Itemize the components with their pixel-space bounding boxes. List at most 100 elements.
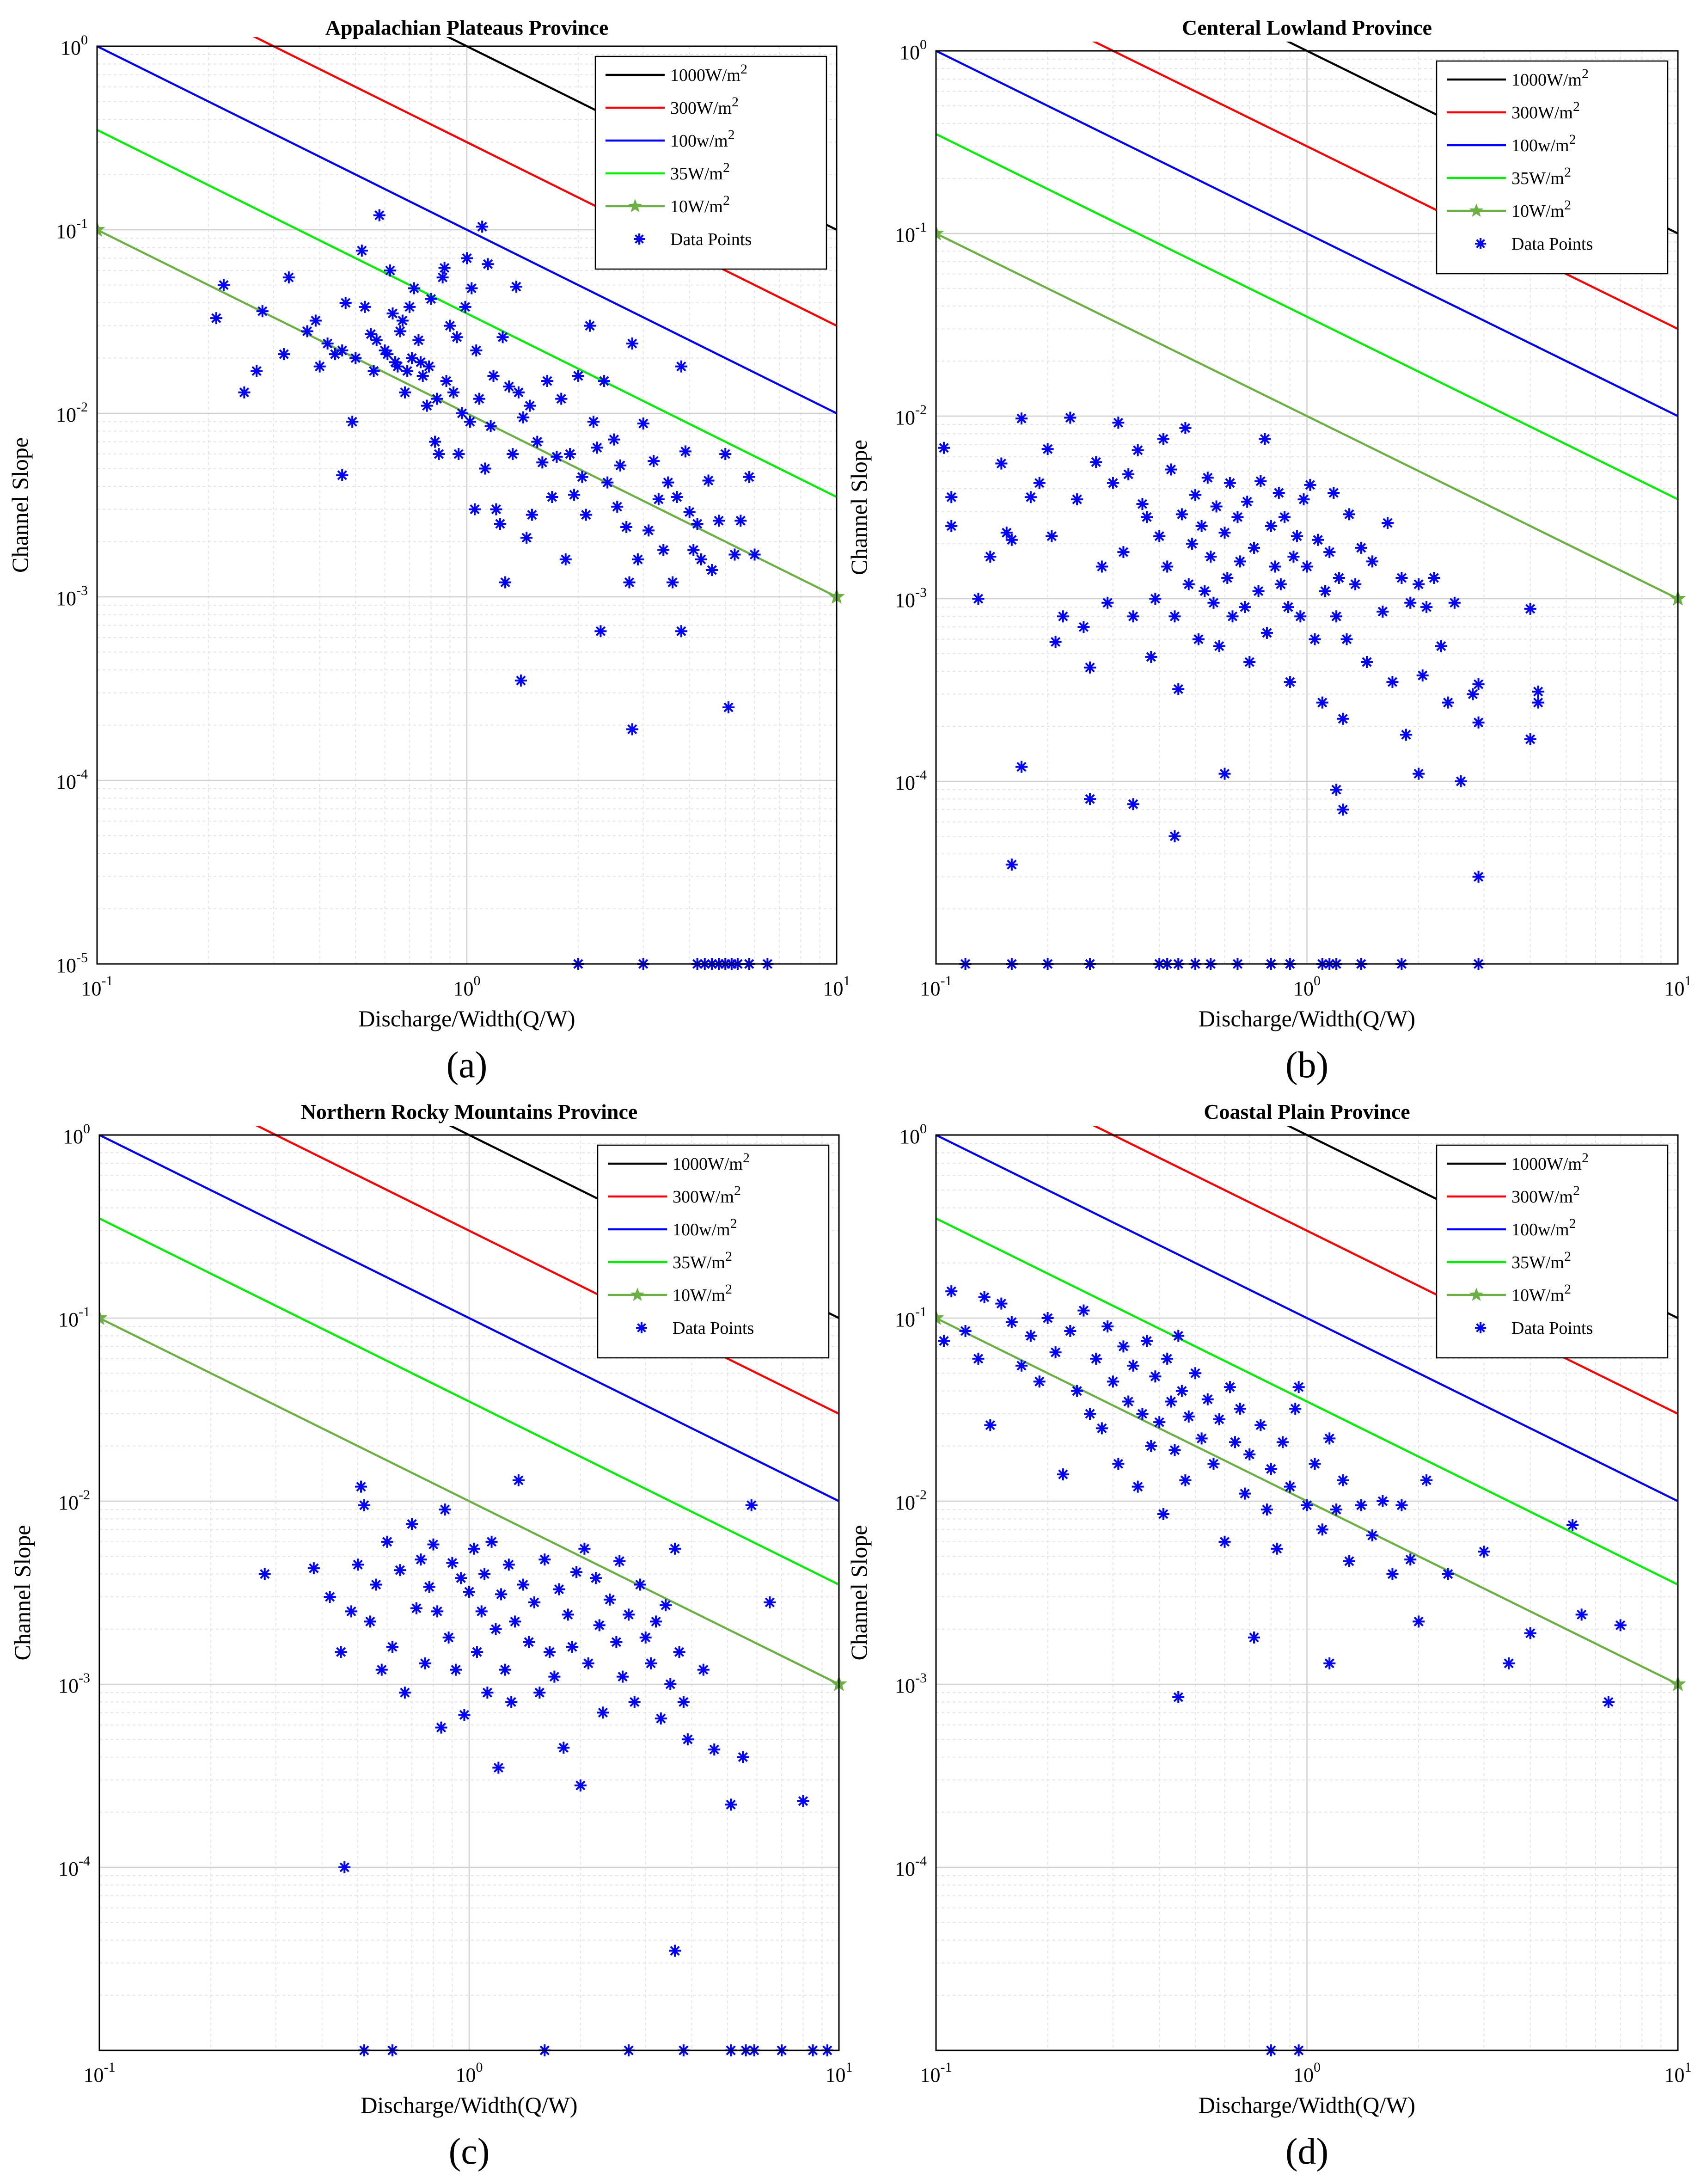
data-point bbox=[664, 1678, 677, 1690]
legend-item: 1000W/m2 bbox=[608, 1150, 750, 1174]
data-point bbox=[1213, 1413, 1225, 1425]
data-point bbox=[416, 369, 429, 382]
data-point bbox=[1287, 550, 1300, 563]
data-point bbox=[355, 1480, 367, 1493]
data-point bbox=[381, 1535, 393, 1548]
y-tick-label: 100 bbox=[899, 1121, 927, 1148]
axes-frame bbox=[935, 50, 1679, 965]
data-point bbox=[1566, 1519, 1579, 1531]
data-point bbox=[1041, 1312, 1054, 1324]
data-point bbox=[431, 1605, 444, 1618]
data-point bbox=[512, 1474, 525, 1486]
data-point bbox=[1046, 530, 1058, 542]
data-point bbox=[1005, 534, 1018, 546]
data-point bbox=[748, 548, 761, 561]
data-point bbox=[514, 675, 527, 687]
data-point bbox=[1330, 784, 1343, 796]
data-point bbox=[1355, 1499, 1367, 1511]
data-point bbox=[1386, 1568, 1399, 1580]
data-point bbox=[1259, 433, 1271, 445]
data-point bbox=[406, 1518, 418, 1530]
data-point bbox=[1291, 530, 1303, 542]
data-point bbox=[712, 515, 725, 527]
data-point bbox=[398, 1687, 411, 1699]
data-point bbox=[1254, 475, 1267, 487]
data-point bbox=[490, 503, 502, 515]
data-point bbox=[1472, 678, 1485, 691]
data-point bbox=[636, 1322, 647, 1333]
legend-item: 100w/m2 bbox=[608, 1216, 737, 1239]
legend-item: Data Points bbox=[634, 230, 752, 249]
data-point bbox=[345, 1605, 357, 1618]
data-point bbox=[1292, 1381, 1305, 1393]
data-point bbox=[499, 576, 512, 589]
data-point bbox=[1005, 859, 1018, 871]
data-point bbox=[373, 209, 385, 221]
legend-label: 10W/m2 bbox=[1511, 1282, 1571, 1305]
data-point bbox=[548, 1670, 561, 1683]
data-point bbox=[1343, 508, 1355, 521]
data-point bbox=[1122, 1395, 1135, 1408]
data-point bbox=[626, 337, 638, 350]
data-point bbox=[566, 1641, 579, 1653]
data-point bbox=[517, 1578, 529, 1591]
y-tick-label: 10-4 bbox=[58, 1853, 90, 1880]
data-point bbox=[482, 258, 494, 270]
data-point bbox=[564, 448, 576, 460]
data-point bbox=[1077, 621, 1090, 633]
data-point bbox=[1024, 491, 1037, 503]
data-point bbox=[1107, 477, 1119, 489]
legend-label: 35W/m2 bbox=[670, 160, 730, 184]
data-point bbox=[278, 348, 290, 361]
data-point bbox=[1169, 830, 1181, 842]
data-point bbox=[1340, 633, 1353, 645]
data-point bbox=[1095, 560, 1108, 573]
data-point bbox=[210, 312, 222, 325]
data-point bbox=[553, 1583, 565, 1595]
data-point bbox=[655, 1712, 667, 1725]
data-point bbox=[1172, 683, 1185, 695]
data-point bbox=[593, 1619, 606, 1632]
data-point bbox=[1386, 676, 1399, 688]
data-point bbox=[1575, 1608, 1588, 1621]
data-point bbox=[1218, 767, 1231, 780]
data-point bbox=[1524, 733, 1536, 745]
data-point bbox=[1395, 1499, 1408, 1511]
data-point bbox=[1602, 1696, 1615, 1708]
panel-label: (d) bbox=[1285, 2131, 1328, 2172]
legend-label: 35W/m2 bbox=[1511, 165, 1571, 188]
legend-item: 35W/m2 bbox=[606, 160, 730, 184]
data-point bbox=[1084, 1408, 1096, 1420]
data-point bbox=[1192, 633, 1205, 645]
data-point bbox=[637, 417, 649, 430]
data-point bbox=[1117, 546, 1130, 558]
data-point bbox=[576, 471, 588, 483]
legend-label: 35W/m2 bbox=[1511, 1249, 1571, 1272]
x-tick-label: 101 bbox=[1664, 973, 1692, 1000]
data-point bbox=[1442, 696, 1454, 709]
data-point bbox=[1189, 1367, 1201, 1380]
series-line-3 bbox=[936, 133, 1678, 501]
data-point bbox=[495, 1588, 508, 1601]
legend-label: 100w/m2 bbox=[670, 127, 735, 151]
y-tick-label: 10-2 bbox=[895, 1487, 927, 1514]
data-point bbox=[517, 411, 529, 423]
data-point bbox=[524, 399, 536, 412]
legend-item: 300W/m2 bbox=[1447, 1183, 1580, 1207]
data-point bbox=[562, 1608, 574, 1621]
data-point bbox=[1448, 596, 1461, 609]
data-point bbox=[1337, 1474, 1349, 1486]
data-point bbox=[616, 1670, 629, 1683]
data-point bbox=[642, 524, 655, 537]
data-point bbox=[1221, 571, 1234, 584]
series-line-2 bbox=[99, 1134, 839, 1503]
data-point bbox=[1149, 593, 1162, 605]
y-tick-label: 10-2 bbox=[56, 399, 88, 426]
data-point bbox=[438, 262, 451, 274]
data-point bbox=[984, 1419, 997, 1431]
data-point bbox=[1224, 1381, 1236, 1393]
data-point bbox=[1276, 1436, 1289, 1448]
data-point bbox=[669, 1945, 681, 1957]
x-tick-label: 10-1 bbox=[920, 973, 952, 1000]
data-point bbox=[1207, 1458, 1220, 1470]
